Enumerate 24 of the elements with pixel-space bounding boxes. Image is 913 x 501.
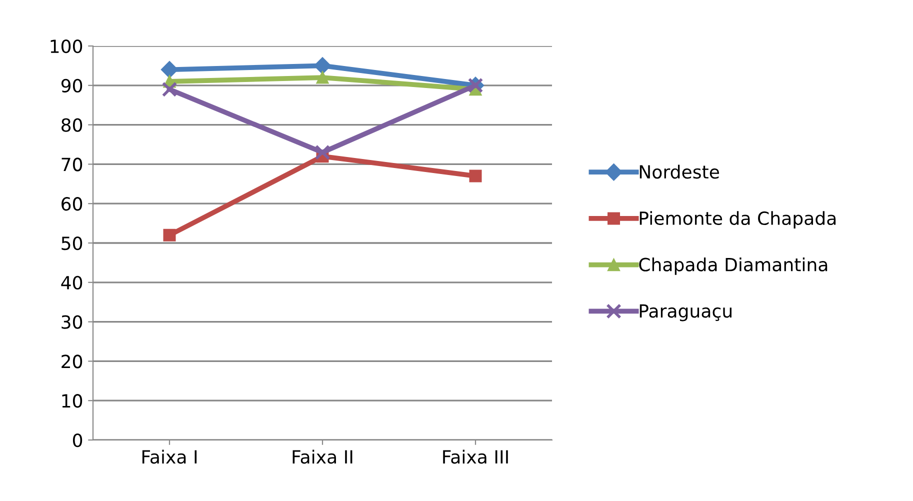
- legend-label: Nordeste: [640, 164, 720, 179]
- y-tick-label: 20: [62, 354, 82, 368]
- x-tick-label: Faixa II: [292, 450, 352, 464]
- legend-label: Paraguaçu: [640, 304, 732, 322]
- point: [314, 144, 330, 160]
- point: [469, 170, 482, 182]
- y-tick-label: 100: [50, 39, 82, 54]
- point: [160, 61, 178, 78]
- point: [316, 71, 329, 84]
- legend-label: Chapada Diamantina: [639, 257, 828, 275]
- point: [162, 82, 178, 97]
- legend-label: Piemonte da Chapada: [640, 211, 836, 229]
- x-tick-label: Faixa III: [443, 450, 508, 464]
- y-tick-label: 80: [62, 118, 82, 132]
- x-tick-label: Faixa I: [142, 450, 197, 464]
- y-tick-label: 70: [62, 158, 82, 172]
- y-tick-label: 60: [62, 197, 82, 211]
- point: [163, 228, 176, 242]
- y-tick-label: 0: [72, 433, 82, 448]
- y-tick-label: 90: [61, 78, 82, 93]
- y-tick-label: 40: [61, 276, 82, 290]
- y-tick-label: 10: [62, 394, 82, 408]
- y-tick-label: 50: [62, 236, 82, 250]
- y-tick-label: 30: [62, 315, 82, 329]
